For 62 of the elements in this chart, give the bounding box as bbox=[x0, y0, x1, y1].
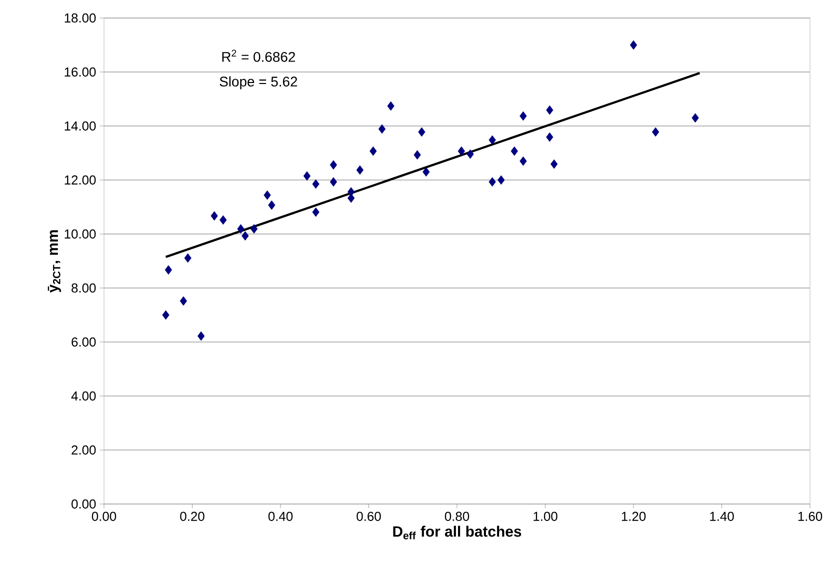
x-tick-label: 0.40 bbox=[268, 512, 293, 521]
point bbox=[237, 224, 244, 234]
point bbox=[546, 132, 554, 142]
annotation: R$^{2}$ = 0.6862 bbox=[222, 50, 296, 62]
point bbox=[198, 331, 205, 341]
point bbox=[550, 159, 558, 169]
x-tick-label: 0.00 bbox=[92, 512, 116, 521]
point bbox=[330, 160, 338, 170]
point bbox=[264, 190, 271, 200]
x-tick-label: 1.40 bbox=[710, 512, 734, 521]
point bbox=[356, 165, 364, 175]
point bbox=[162, 310, 170, 320]
x-tick-label: 1.20 bbox=[622, 512, 646, 521]
point bbox=[184, 253, 192, 263]
point bbox=[330, 177, 338, 187]
x-tick-label: 0.60 bbox=[356, 512, 381, 521]
x-tick-label: 0.80 bbox=[444, 512, 470, 521]
y-tick-label: 14.00 bbox=[64, 121, 96, 131]
point bbox=[303, 171, 311, 181]
y-tick-label: 4.00 bbox=[71, 391, 96, 401]
point bbox=[268, 200, 276, 210]
x-tick-label: 0.20 bbox=[180, 512, 204, 521]
y-tick-label: 18.00 bbox=[64, 13, 96, 23]
point bbox=[164, 265, 172, 275]
point bbox=[488, 177, 496, 187]
x-tick-label: 1.60 bbox=[798, 512, 822, 521]
point bbox=[488, 135, 496, 145]
point bbox=[348, 187, 355, 197]
point bbox=[180, 296, 187, 306]
point bbox=[520, 111, 527, 121]
x-tick-label: 1.00 bbox=[534, 512, 558, 521]
y-tick-label: 0.00 bbox=[72, 499, 96, 509]
point bbox=[510, 146, 518, 156]
y-tick-label: 10.00 bbox=[64, 229, 96, 239]
point bbox=[546, 105, 554, 115]
y-tick-label: 6.00 bbox=[72, 337, 96, 347]
point bbox=[312, 179, 320, 189]
point bbox=[630, 40, 638, 50]
point bbox=[242, 231, 249, 241]
point bbox=[210, 211, 218, 221]
point bbox=[422, 167, 430, 177]
annotation: Slope = 5.62 bbox=[220, 76, 298, 90]
point bbox=[498, 175, 505, 185]
point bbox=[250, 224, 258, 234]
point bbox=[418, 127, 426, 137]
y-tick-label: 8.00 bbox=[72, 283, 96, 293]
point bbox=[520, 156, 527, 166]
point bbox=[414, 150, 421, 160]
point bbox=[378, 124, 386, 134]
point bbox=[458, 146, 465, 156]
point bbox=[387, 101, 394, 111]
y-axis-title: ȳ$_{2CT}$, mm bbox=[48, 230, 61, 293]
point bbox=[692, 113, 699, 123]
point bbox=[220, 215, 227, 225]
point bbox=[466, 149, 474, 159]
y-tick-label: 16.00 bbox=[64, 67, 96, 77]
point bbox=[312, 207, 320, 217]
x-axis-title: D$_{eff}$ for all batches bbox=[393, 526, 522, 540]
y-tick-label: 12.00 bbox=[64, 175, 96, 185]
point bbox=[370, 146, 377, 156]
point bbox=[652, 127, 660, 137]
y-tick-label: 2.00 bbox=[72, 445, 96, 455]
